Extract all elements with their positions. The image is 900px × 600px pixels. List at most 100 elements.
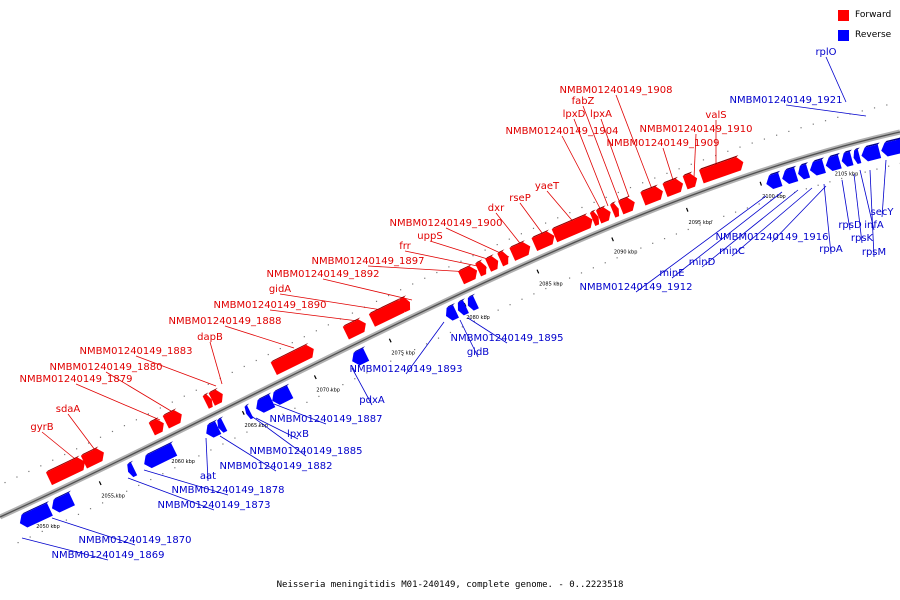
tick-dot bbox=[375, 300, 378, 302]
tick-dot bbox=[29, 536, 31, 538]
tick-dot bbox=[65, 519, 67, 521]
gene-arrow-shade bbox=[368, 297, 401, 315]
reverse-swatch bbox=[838, 29, 849, 41]
tick-dot bbox=[28, 470, 30, 473]
tick-dot bbox=[521, 298, 523, 300]
tick-dot bbox=[604, 262, 606, 264]
tick-dot bbox=[702, 159, 705, 161]
leader-line bbox=[351, 367, 373, 406]
tick-dot bbox=[864, 171, 866, 173]
gene-arrow-shade bbox=[509, 240, 525, 249]
scale-tick bbox=[388, 338, 392, 343]
tick-dot bbox=[461, 326, 463, 328]
tick-dot bbox=[258, 425, 260, 427]
tick-dot bbox=[101, 502, 104, 504]
tick-dot bbox=[87, 442, 90, 444]
gene-label: NMBM01240149_1869 bbox=[52, 550, 165, 561]
tick-dot bbox=[496, 244, 498, 246]
tick-dot bbox=[508, 238, 510, 240]
tick-dot bbox=[690, 163, 692, 165]
tick-dot bbox=[788, 130, 790, 133]
gene-arrow-shade bbox=[662, 176, 678, 184]
leader-line bbox=[825, 56, 847, 103]
gene-label: NMBM01240149_1888 bbox=[169, 316, 282, 327]
tick-dot bbox=[824, 120, 827, 122]
gene-label: NMBM01240149_1885 bbox=[250, 446, 363, 457]
gene-label: dxr bbox=[488, 203, 505, 214]
tick-dot bbox=[812, 123, 814, 125]
tick-dot bbox=[210, 449, 212, 451]
gene-label: lpxD bbox=[563, 109, 586, 120]
legend-reverse-label: Reverse bbox=[855, 30, 892, 40]
tick-dot bbox=[437, 337, 440, 339]
reverse-gene-arrow bbox=[766, 172, 783, 190]
leader-line bbox=[635, 195, 767, 293]
gene-label: minD bbox=[689, 257, 716, 268]
tick-dot bbox=[111, 430, 114, 433]
reverse-gene-arrow bbox=[861, 144, 882, 162]
tick-dot bbox=[746, 207, 748, 209]
tick-dot bbox=[150, 478, 152, 481]
forward-gene-arrow bbox=[485, 256, 499, 272]
gene-arrow-shade bbox=[610, 201, 616, 205]
leader-line bbox=[701, 189, 799, 268]
gene-labels: gyrBsdaANMBM01240149_1879NMBM01240149_18… bbox=[20, 47, 895, 561]
gene-label: NMBM01240149_1887 bbox=[270, 414, 383, 425]
gene-label: infA bbox=[864, 220, 884, 231]
gene-arrow-shade bbox=[784, 165, 797, 171]
tick-dot bbox=[402, 354, 404, 356]
tick-dot bbox=[424, 277, 426, 279]
tick-dot bbox=[532, 227, 535, 229]
forward-gene-arrow bbox=[595, 207, 611, 224]
gene-arrow-shade bbox=[640, 184, 658, 193]
tick-dot bbox=[675, 233, 678, 235]
tick-dot bbox=[77, 513, 80, 516]
gene-arrow-shade bbox=[854, 147, 860, 151]
scale-tick-label: 2080 kbp bbox=[466, 315, 490, 321]
leader-line bbox=[546, 190, 577, 226]
tick-dot bbox=[234, 437, 236, 439]
gene-label: NMBM01240149_1883 bbox=[80, 346, 193, 357]
scale-tick bbox=[241, 410, 245, 415]
gene-label: NMBM01240149_1897 bbox=[312, 256, 425, 267]
tick-dot bbox=[195, 389, 197, 391]
tick-dot bbox=[484, 249, 486, 251]
tick-dot bbox=[390, 360, 392, 362]
scale-tick-label: 2085 kbp bbox=[539, 282, 563, 288]
leader-line bbox=[404, 250, 488, 269]
tick-dot bbox=[770, 199, 772, 201]
scale-tick bbox=[98, 481, 102, 486]
gene-arrow-shade bbox=[467, 293, 475, 298]
leader-line bbox=[429, 240, 498, 263]
reverse-gene-arrow bbox=[895, 139, 900, 154]
forward-gene-arrow bbox=[208, 389, 223, 406]
gene-label: NMBM01240149_1892 bbox=[267, 269, 380, 280]
gene-label: sdaA bbox=[56, 404, 81, 415]
gene-arrow-shade bbox=[21, 500, 49, 515]
tick-dots bbox=[4, 104, 900, 544]
tick-dot bbox=[472, 255, 474, 257]
tick-dot bbox=[545, 222, 547, 224]
gene-label: NMBM01240149_1916 bbox=[716, 232, 829, 243]
tick-dot bbox=[829, 181, 831, 183]
tick-dot bbox=[888, 165, 890, 167]
reverse-gene-arrow bbox=[798, 164, 811, 180]
leader-line bbox=[693, 133, 697, 179]
leader-line bbox=[41, 431, 81, 464]
tick-dot bbox=[53, 525, 55, 527]
forward-gene-arrow bbox=[618, 197, 635, 215]
tick-dot bbox=[400, 289, 402, 291]
forward-gene-arrow bbox=[610, 203, 620, 218]
leader-line bbox=[105, 371, 177, 415]
leader-line bbox=[367, 265, 471, 273]
tick-dot bbox=[4, 481, 6, 484]
tick-dot bbox=[739, 146, 741, 148]
forward-gene-arrow bbox=[368, 299, 406, 327]
gene-label: frr bbox=[399, 241, 411, 252]
legend-forward: Forward bbox=[838, 8, 898, 22]
forward-gene-arrow bbox=[551, 215, 593, 243]
scale-tick-label: 2095 kbp bbox=[689, 220, 713, 226]
gene-arrow-shade bbox=[145, 441, 174, 456]
tick-dot bbox=[557, 217, 559, 219]
